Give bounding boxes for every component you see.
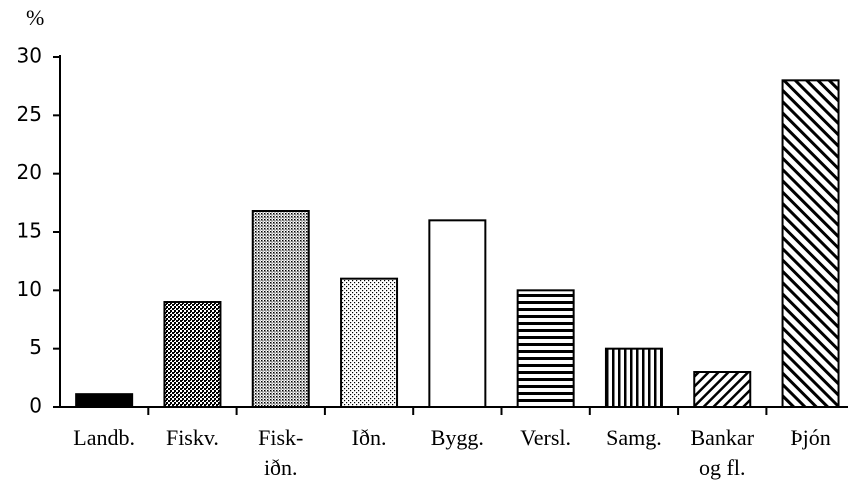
bar [163,301,222,408]
bar [516,289,575,409]
y-tick-label: 30 [17,44,42,68]
x-tick-label: Þjón [790,425,830,450]
bar [781,79,840,408]
y-tick-label: 0 [29,394,42,418]
y-tick-label: 25 [17,102,42,126]
x-tick-label: Versl. [520,425,571,450]
x-tick-label: Bygg. [431,425,484,450]
y-axis-label: % [26,5,44,30]
bar [604,347,663,408]
bar [75,393,134,408]
y-tick-label: 20 [17,160,42,184]
x-tick-label: Fiskv. [166,425,219,450]
bar [693,371,752,408]
x-tick-label: Samg. [606,425,662,450]
y-tick-label: 10 [17,277,42,301]
bar [340,277,399,408]
x-tick-label: Iðn. [352,425,387,450]
x-tick-label: Bankar og fl. [690,425,754,480]
x-tick-label: Fisk-iðn. [258,425,303,480]
bar [428,219,487,408]
bar [251,210,310,408]
y-tick-label: 15 [17,219,42,243]
y-tick-label: 5 [29,335,42,359]
x-tick-label: Landb. [73,425,135,450]
